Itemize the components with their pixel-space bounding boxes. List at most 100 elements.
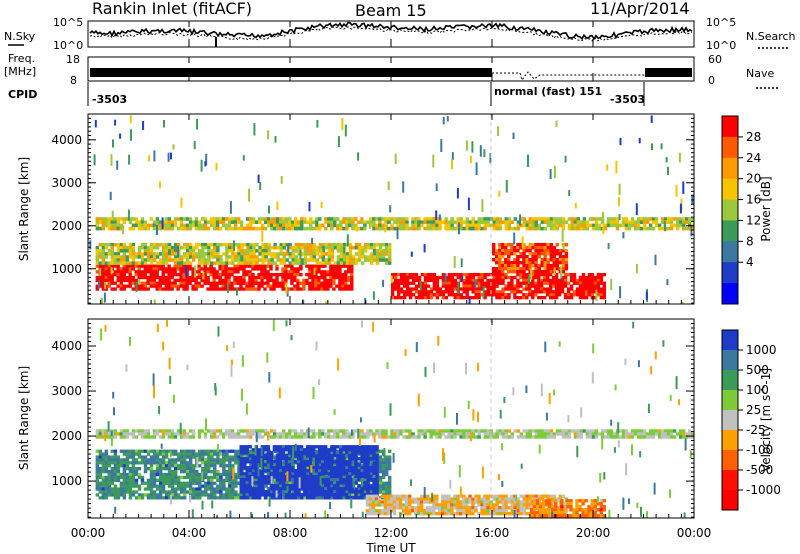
heatmap-cell-velocity [369, 455, 374, 459]
heatmap-cell-power [546, 217, 550, 221]
heatmap-cell-power [441, 290, 446, 294]
heatmap-cell-power [557, 284, 562, 288]
heatmap-cell-velocity [128, 487, 133, 491]
heatmap-cell-power [143, 281, 147, 285]
heatmap-cell-velocity [222, 484, 226, 488]
heatmap-cell-velocity [122, 481, 127, 485]
heatmap-cell-power [561, 258, 566, 262]
heatmap-cell-power [251, 264, 255, 268]
heatmap-cell-velocity [186, 484, 190, 488]
heatmap-cell-power [209, 264, 213, 268]
heatmap-cell-power [582, 220, 587, 224]
heatmap-cell-velocity [321, 496, 326, 500]
heatmap-cell-velocity [137, 484, 142, 488]
heatmap-cell-power [537, 252, 541, 256]
heatmap-cell-power [354, 252, 359, 256]
heatmap-speckle-power [645, 291, 648, 300]
heatmap-cell-velocity [378, 458, 383, 462]
heatmap-cell-power [314, 267, 318, 271]
heatmap-cell-velocity [174, 475, 178, 480]
heatmap-cell-power [209, 217, 214, 221]
heatmap-cell-power [245, 273, 249, 277]
heatmap-cell-power [194, 220, 199, 224]
heatmap-cell-power [206, 275, 210, 280]
heatmap-cell-velocity [237, 449, 241, 453]
heatmap-cell-velocity [134, 484, 139, 488]
heatmap-cell-power [332, 278, 336, 283]
heatmap-cell-power [215, 270, 219, 274]
heatmap-cell-velocity [278, 451, 283, 455]
heatmap-cell-power [384, 217, 388, 221]
heatmap-cell-power [101, 284, 105, 288]
heatmap-cell-velocity [242, 493, 246, 497]
heatmap-cell-power [378, 249, 383, 253]
heatmap-cell-power [185, 287, 189, 291]
heatmap-cell-power [324, 226, 328, 231]
heatmap-cell-power [344, 287, 348, 291]
heatmap-cell-power [411, 220, 415, 224]
heatmap-cell-velocity [327, 460, 331, 464]
heatmap-cell-velocity [201, 458, 205, 462]
heatmap-cell-power [167, 255, 172, 259]
heatmap-cell-power [107, 217, 111, 221]
heatmap-cell-velocity [281, 487, 286, 491]
heatmap-cell-power [212, 217, 217, 221]
heatmap-speckle-power [99, 268, 102, 276]
heatmap-cell-power [495, 261, 499, 265]
heatmap-cell-power [606, 217, 611, 221]
heatmap-cell-velocity [351, 448, 355, 452]
heatmap-cell-power [435, 226, 439, 231]
heatmap-cell-power [441, 284, 446, 288]
heatmap-cell-velocity [242, 475, 246, 479]
heatmap-speckle-power [442, 116, 445, 125]
heatmap-cell-power [546, 246, 550, 250]
heatmap-cell-power [408, 275, 413, 280]
heatmap-cell-power [676, 226, 680, 231]
heatmap-cell-power [326, 281, 330, 285]
heatmap-cell-power [284, 270, 288, 274]
heatmap-cell-power [273, 246, 277, 250]
heatmap-cell-power [561, 261, 566, 265]
heatmap-cell-power [323, 284, 327, 288]
heatmap-cell-velocity [351, 487, 355, 491]
heatmap-speckle-power [364, 298, 367, 304]
heatmap-cell-power [504, 226, 508, 231]
heatmap-speckle-power [394, 153, 397, 165]
heatmap-cell-velocity [305, 496, 310, 500]
heatmap-cell-power [248, 270, 252, 274]
heatmap-cell-power [621, 220, 626, 224]
heatmap-cell-velocity [299, 487, 304, 491]
heatmap-cell-power [183, 252, 187, 256]
heatmap-cell-power [335, 284, 339, 288]
heatmap-speckle-power [242, 155, 245, 161]
heatmap-cell-velocity [351, 469, 355, 473]
heatmap-cell-velocity [104, 429, 108, 433]
heatmap-cell-power [174, 258, 178, 262]
heatmap-cell-power [498, 223, 502, 228]
heatmap-cell-power [149, 252, 154, 256]
heatmap-cell-power [587, 287, 592, 291]
heatmap-cell-velocity [192, 475, 196, 480]
heatmap-cell-power [176, 267, 180, 271]
heatmap-cell-power [191, 287, 195, 291]
heatmap-cell-power [164, 270, 168, 274]
heatmap-cell-power [432, 275, 437, 280]
heatmap-cell-power [531, 293, 535, 297]
heatmap-cell-power [385, 243, 389, 247]
heatmap-cell-velocity [305, 463, 310, 467]
heatmap-cell-velocity [249, 464, 253, 468]
heatmap-cell-power [279, 220, 283, 224]
heatmap-cell-velocity [264, 484, 268, 488]
heatmap-cell-power [296, 273, 300, 277]
heatmap-cell-velocity [309, 490, 313, 494]
heatmap-cell-power [182, 287, 186, 291]
heatmap-cell-velocity [186, 455, 190, 459]
heatmap-cell-velocity [254, 463, 258, 467]
heatmap-cell-power [397, 278, 401, 283]
heatmap-cell-power [411, 226, 415, 231]
heatmap-cell-power [378, 258, 383, 262]
heatmap-cell-power [534, 270, 538, 274]
heatmap-cell-power [363, 246, 368, 250]
heatmap-cell-velocity [360, 454, 364, 458]
heatmap-cell-velocity [330, 466, 334, 470]
